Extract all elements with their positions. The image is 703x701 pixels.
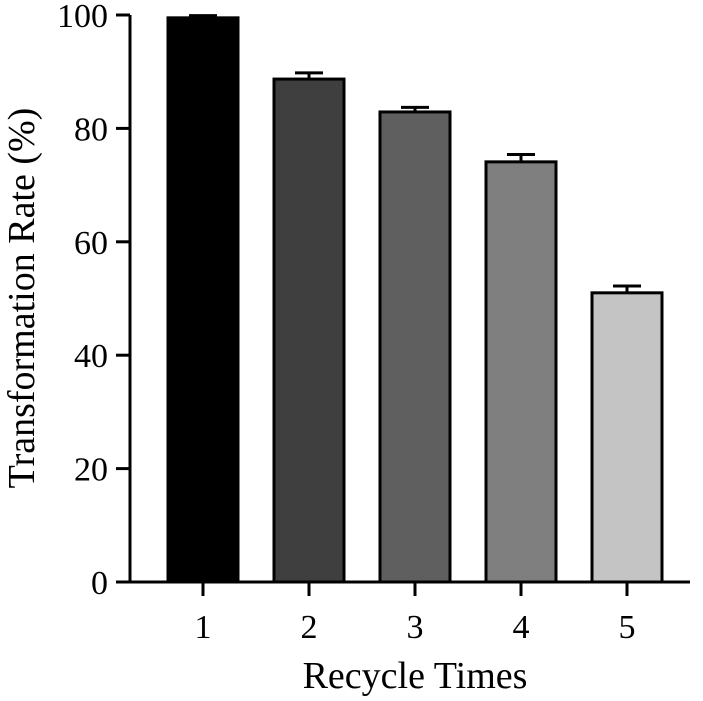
y-tick-label-100: 100 <box>57 0 108 35</box>
bars-group <box>166 16 664 584</box>
bar-2 <box>272 77 346 584</box>
x-tick-label-2: 2 <box>301 609 318 646</box>
y-tick-label-60: 60 <box>74 225 108 262</box>
bar-5 <box>590 291 664 584</box>
x-tick-label-3: 3 <box>407 609 424 646</box>
y-tick-label-0: 0 <box>91 565 108 602</box>
y-tick-label-80: 80 <box>74 111 108 148</box>
x-axis: 1 2 3 4 5 <box>128 580 690 646</box>
x-tick-label-4: 4 <box>513 609 530 646</box>
x-axis-title: Recycle Times <box>303 655 528 697</box>
y-tick-label-40: 40 <box>74 338 108 375</box>
bar-3 <box>378 110 452 584</box>
y-tick-label-20: 20 <box>74 452 108 489</box>
error-bars-group <box>189 14 641 293</box>
y-axis-title: Transformation Rate (%) <box>1 108 43 489</box>
y-axis: 0 20 40 60 80 100 <box>57 0 132 602</box>
x-tick-label-1: 1 <box>195 609 212 646</box>
x-tick-label-5: 5 <box>619 609 636 646</box>
bar-1 <box>166 16 240 584</box>
bar-4 <box>484 160 558 584</box>
